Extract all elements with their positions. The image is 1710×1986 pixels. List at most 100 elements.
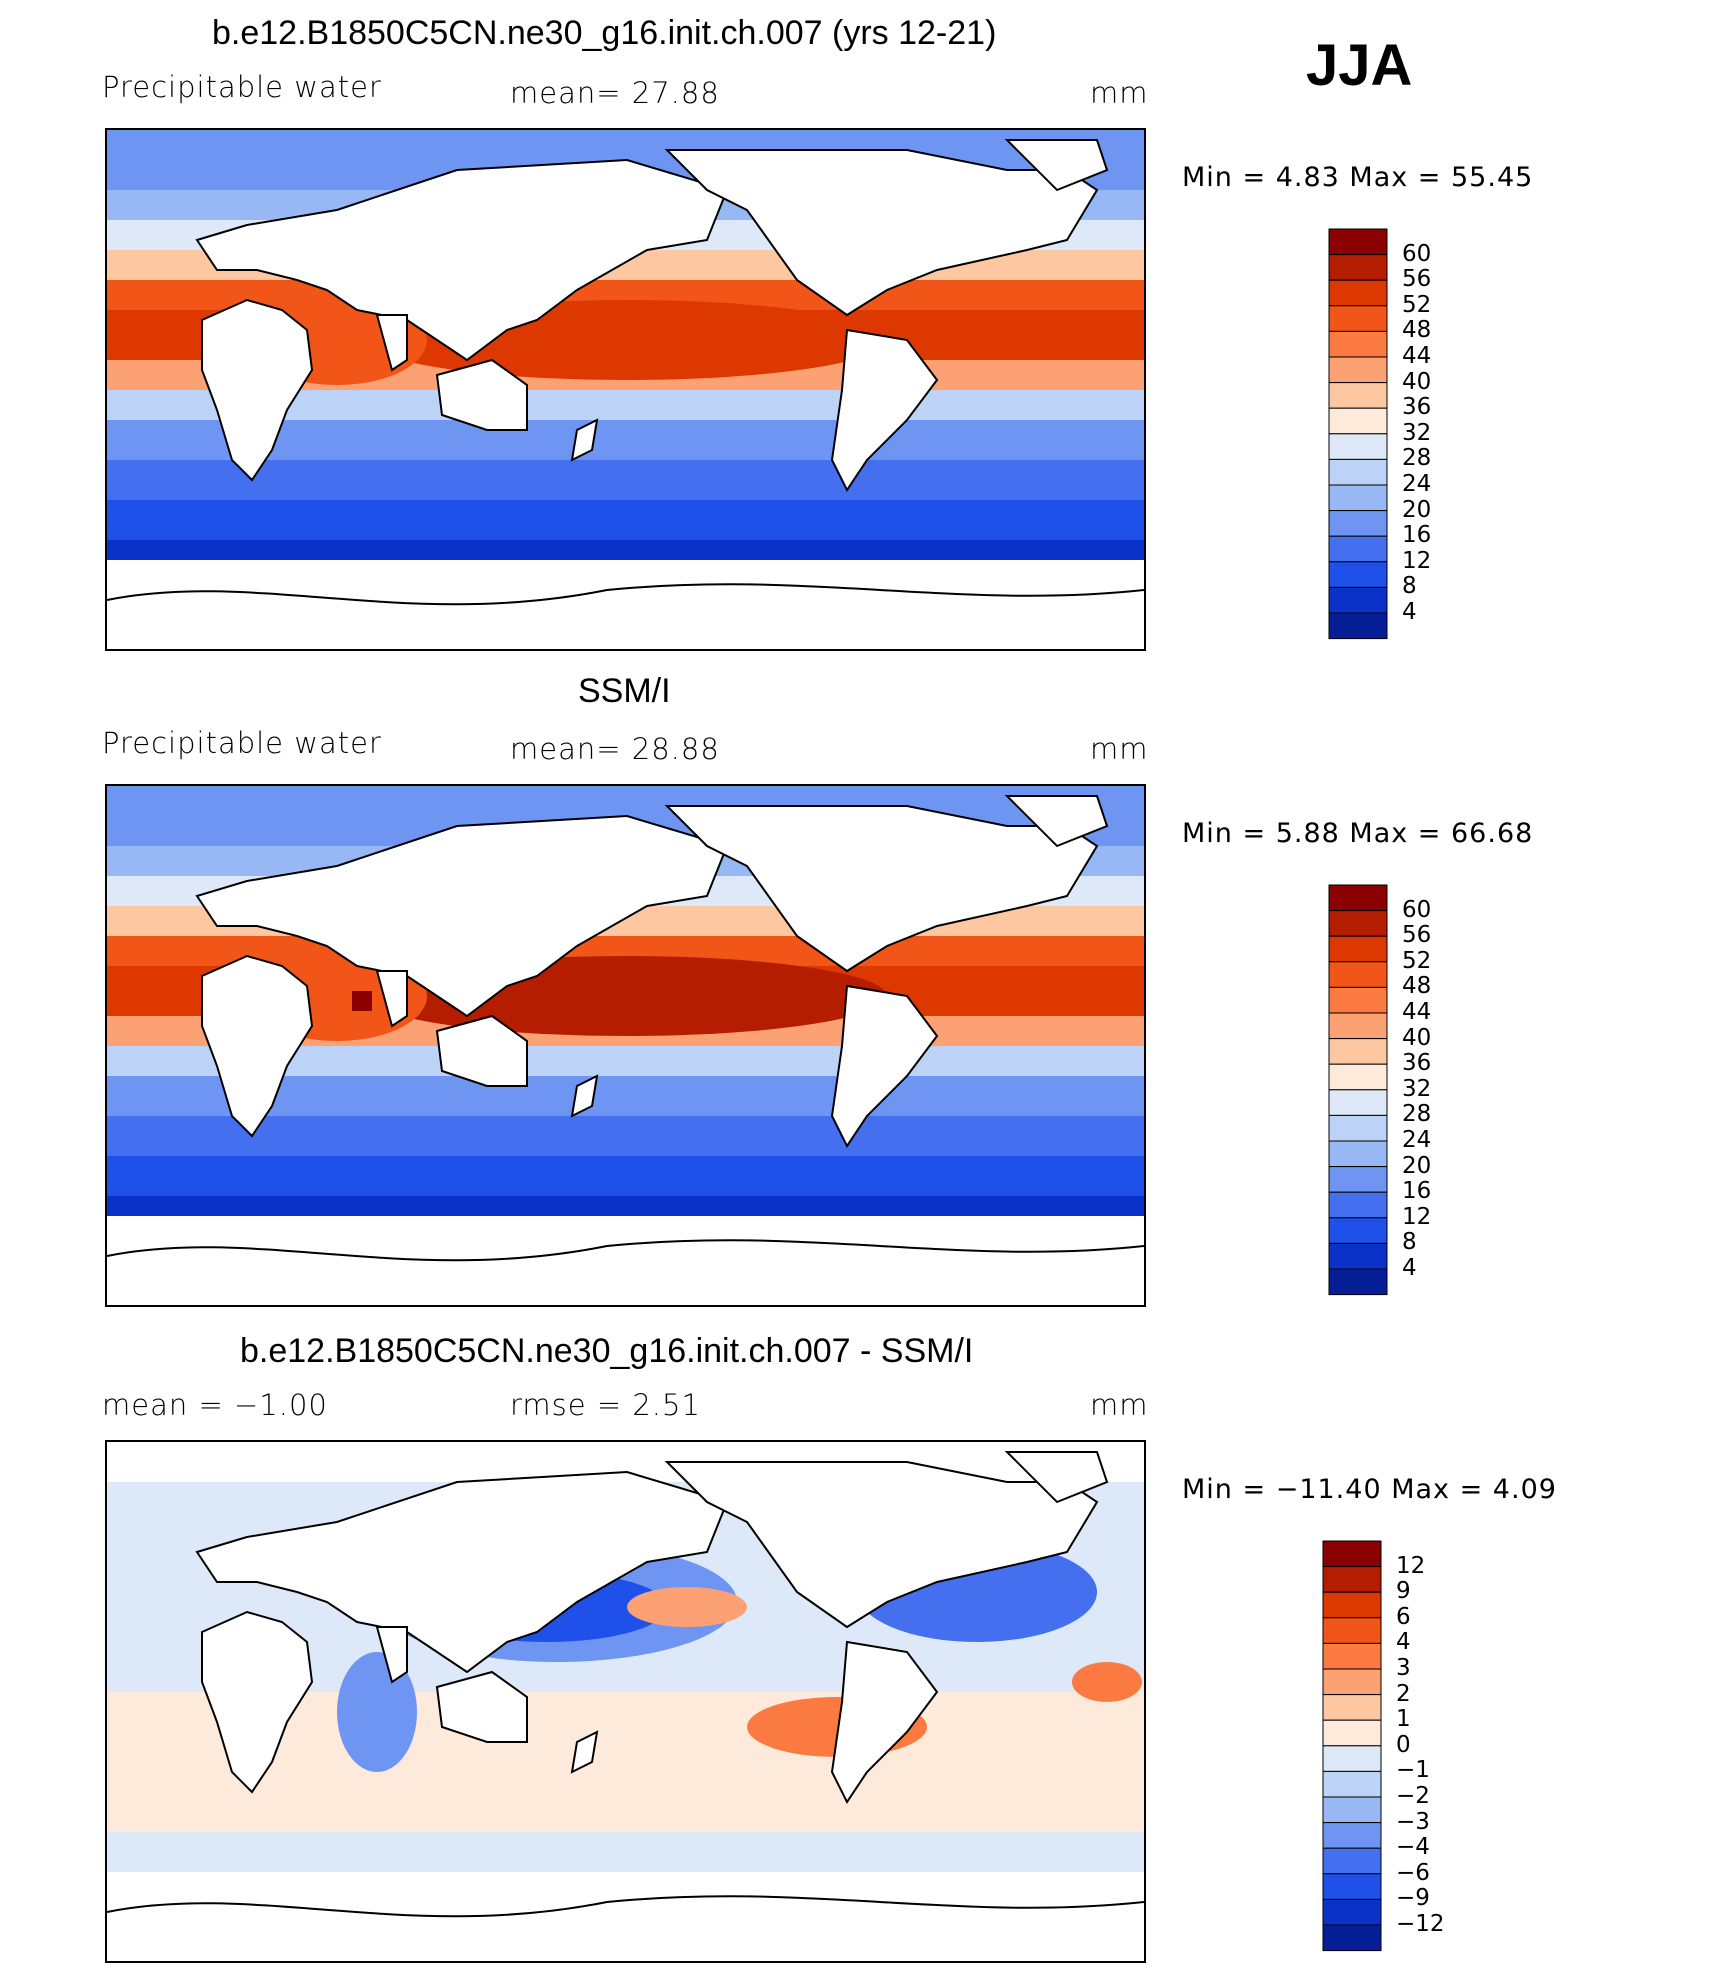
field-band (107, 1116, 1144, 1156)
eurasia-landmass (195, 1470, 729, 1674)
colorbar-tick-label: 32 (1402, 1075, 1432, 1102)
colorbar-swatch (1322, 1668, 1382, 1696)
panel-2-title: SSM/I (578, 672, 671, 710)
antarctica (107, 560, 1144, 649)
panel-2-variable-label: Precipitable water (102, 726, 382, 760)
colorbar-tick-label: −4 (1396, 1834, 1430, 1861)
colorbar-swatch (1328, 458, 1388, 486)
colorbar-swatch (1322, 1924, 1382, 1952)
colorbar-swatch (1328, 228, 1388, 256)
colorbar-tick-label: 12 (1396, 1552, 1426, 1579)
antarctica (107, 1872, 1144, 1961)
colorbar-swatch (1328, 1242, 1388, 1270)
colorbar-tick-label: 28 (1402, 1101, 1432, 1128)
south-america-landmass (830, 1640, 939, 1804)
colorbar-swatch (1328, 535, 1388, 563)
colorbar-swatch (1322, 1847, 1382, 1875)
eurasia-landmass (195, 158, 729, 362)
colorbar-swatch (1328, 1191, 1388, 1219)
africa-landmass (201, 1610, 314, 1794)
colorbar-tick-label: 0 (1396, 1731, 1411, 1758)
field-blob (1072, 1662, 1142, 1702)
colorbar-tick-label: 40 (1402, 1024, 1432, 1051)
colorbar-swatch (1328, 433, 1388, 460)
colorbar-tick-label: 20 (1402, 1152, 1432, 1179)
colorbar-swatch (1328, 586, 1388, 614)
field-band (107, 460, 1144, 500)
colorbar-tick-label: 16 (1402, 522, 1432, 549)
panel-2-units: mm (1090, 732, 1149, 766)
colorbar-tick-label: −3 (1396, 1808, 1430, 1835)
colorbar-swatches (1328, 228, 1388, 640)
colorbar-tick-label: 36 (1402, 1050, 1432, 1077)
field-blob (352, 991, 372, 1011)
colorbar-swatch (1322, 1617, 1382, 1644)
colorbar-tick-label: −6 (1396, 1859, 1430, 1886)
africa-landmass (201, 954, 314, 1138)
colorbar-tick-label: 52 (1402, 291, 1432, 318)
colorbar-swatch (1328, 1063, 1388, 1091)
india-landmass (375, 314, 408, 372)
colorbar-swatch (1322, 1566, 1382, 1593)
india-landmass (375, 970, 408, 1028)
colorbar-swatch (1322, 1770, 1382, 1798)
panel-1-map (105, 128, 1146, 651)
colorbar-swatch (1328, 305, 1388, 332)
australia-landmass (435, 1014, 528, 1087)
field-blob (627, 1587, 747, 1627)
colorbar-swatches (1328, 884, 1388, 1296)
colorbar-swatch (1328, 986, 1388, 1014)
colorbar-tick-label: 8 (1402, 573, 1417, 600)
colorbar-tick-label: 9 (1396, 1578, 1411, 1605)
colorbar-tick-label: 32 (1402, 419, 1432, 446)
india-landmass (375, 1626, 408, 1684)
colorbar-swatch (1328, 1012, 1388, 1040)
colorbar-tick-label: 48 (1402, 973, 1432, 1000)
field-blob (337, 1652, 417, 1772)
colorbar-swatch (1322, 1822, 1382, 1849)
colorbar-tick-label: 1 (1396, 1706, 1411, 1733)
colorbar-swatch (1328, 612, 1388, 640)
season-label: JJA (1306, 33, 1413, 98)
colorbar-tick-label: −2 (1396, 1783, 1430, 1809)
colorbar-tick-label: 56 (1402, 922, 1432, 949)
colorbar-swatch (1328, 935, 1388, 963)
colorbar-swatch (1328, 356, 1388, 384)
panel-1-title: b.e12.B1850C5CN.ne30_g16.init.ch.007 (yr… (212, 14, 997, 52)
colorbar-swatch (1322, 1745, 1382, 1772)
antarctica-coastline (107, 1239, 1144, 1262)
colorbar-tick-label: −9 (1396, 1885, 1430, 1912)
colorbar-tick-label: 44 (1402, 343, 1432, 369)
new-zealand-landmass (570, 418, 599, 462)
new-zealand-landmass (570, 1730, 599, 1774)
colorbar-swatch (1328, 961, 1388, 988)
colorbar-tick-label: 24 (1402, 471, 1432, 497)
colorbar-tick-label: 20 (1402, 496, 1432, 523)
colorbar-tick-label: 4 (1402, 1255, 1417, 1281)
colorbar-swatch (1328, 1038, 1388, 1065)
greenland-landmass (1004, 795, 1109, 848)
colorbar-tick-label: 52 (1402, 947, 1432, 974)
north-america-landmass (664, 149, 1099, 317)
colorbar-tick-label: 16 (1402, 1178, 1432, 1205)
panel-3-title: b.e12.B1850C5CN.ne30_g16.init.ch.007 - S… (240, 1332, 974, 1370)
colorbar-swatch (1328, 884, 1388, 912)
colorbar-tick-label: 60 (1402, 896, 1432, 923)
panel-2-minmax: Min = 5.88 Max = 66.68 (1182, 818, 1534, 849)
colorbar-swatch (1328, 254, 1388, 281)
colorbar-tick-label: 12 (1402, 547, 1432, 574)
colorbar-tick-label: 6 (1396, 1603, 1411, 1630)
colorbar-swatch (1322, 1642, 1382, 1670)
eurasia-landmass (195, 814, 729, 1018)
colorbar-swatch (1328, 910, 1388, 937)
south-america-landmass (830, 984, 939, 1148)
colorbar-swatch (1328, 330, 1388, 358)
colorbar-tick-label: 12 (1402, 1203, 1432, 1230)
antarctica-coastline (107, 583, 1144, 606)
antarctica-coastline (107, 1895, 1144, 1918)
greenland-landmass (1004, 1451, 1109, 1504)
colorbar-swatch (1328, 1114, 1388, 1142)
colorbar-tick-label: 44 (1402, 999, 1432, 1025)
panel-3-units: mm (1090, 1388, 1149, 1422)
panel-2-map (105, 784, 1146, 1307)
